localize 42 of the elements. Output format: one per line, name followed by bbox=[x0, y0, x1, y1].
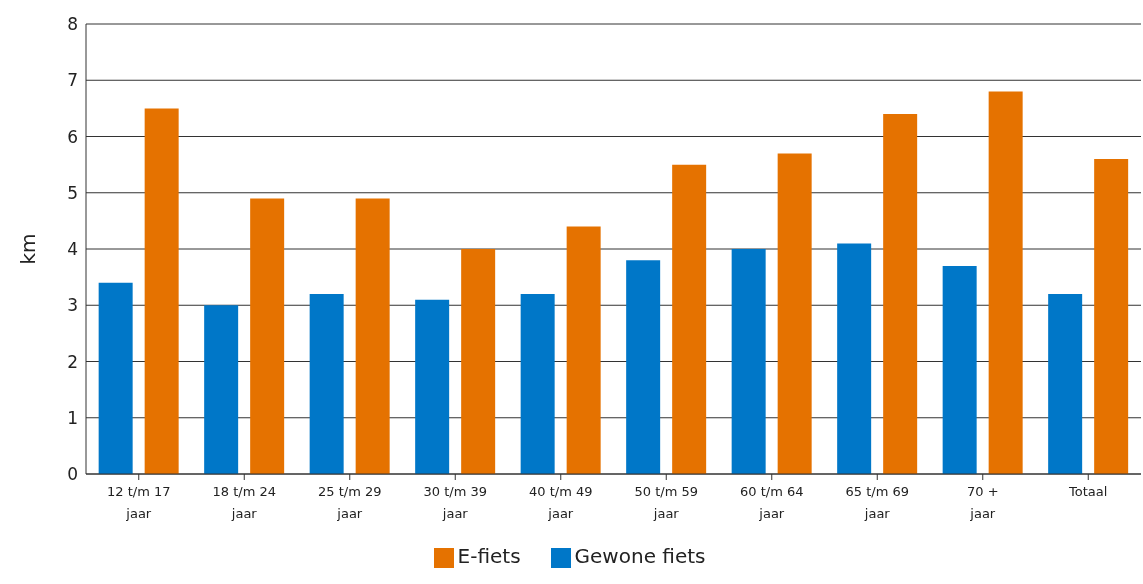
bar bbox=[731, 249, 766, 474]
x-tick-label: 25 t/m 29 jaar bbox=[318, 484, 382, 521]
bar bbox=[415, 299, 450, 474]
x-tick-label: 18 t/m 24 jaar bbox=[212, 484, 276, 521]
x-tick-label: 40 t/m 49 jaar bbox=[529, 484, 593, 521]
x-tick-label: 30 t/m 39 jaar bbox=[423, 484, 487, 521]
y-axis-title: km bbox=[16, 233, 41, 265]
bar bbox=[355, 198, 390, 474]
y-tick-label: 2 bbox=[67, 351, 78, 372]
legend-label: Gewone fiets bbox=[574, 544, 706, 568]
bar bbox=[144, 108, 179, 474]
bar bbox=[461, 249, 496, 474]
x-tick-label: Totaal bbox=[1068, 484, 1108, 499]
bar bbox=[626, 260, 661, 474]
bar bbox=[1094, 159, 1129, 474]
y-tick-label: 5 bbox=[67, 182, 78, 203]
bar bbox=[520, 294, 555, 474]
x-tick-label: 70 + jaar bbox=[966, 484, 999, 521]
bar bbox=[883, 114, 918, 474]
x-tick-label: 60 t/m 64 jaar bbox=[740, 484, 804, 521]
bar bbox=[566, 226, 601, 474]
bar bbox=[777, 153, 812, 474]
y-tick-label: 7 bbox=[67, 70, 78, 91]
bar bbox=[309, 294, 344, 474]
x-tick-label: 50 t/m 59 jaar bbox=[634, 484, 698, 521]
bar bbox=[250, 198, 285, 474]
bar bbox=[837, 243, 872, 474]
y-tick-label: 1 bbox=[67, 407, 78, 428]
bar bbox=[942, 265, 977, 474]
y-tick-label: 3 bbox=[67, 295, 78, 316]
bar bbox=[204, 305, 239, 474]
bar bbox=[1048, 294, 1083, 474]
y-tick-label: 8 bbox=[67, 14, 78, 35]
bar bbox=[98, 282, 133, 474]
y-tick-label: 6 bbox=[67, 126, 78, 147]
x-tick-label: 12 t/m 17 jaar bbox=[107, 484, 171, 521]
bar bbox=[988, 91, 1023, 474]
y-tick-label: 4 bbox=[67, 239, 78, 260]
x-tick-label: 65 t/m 69 jaar bbox=[845, 484, 909, 521]
legend-label: E-fiets bbox=[457, 544, 521, 568]
y-tick-label: 0 bbox=[67, 464, 78, 485]
bar bbox=[672, 164, 707, 474]
